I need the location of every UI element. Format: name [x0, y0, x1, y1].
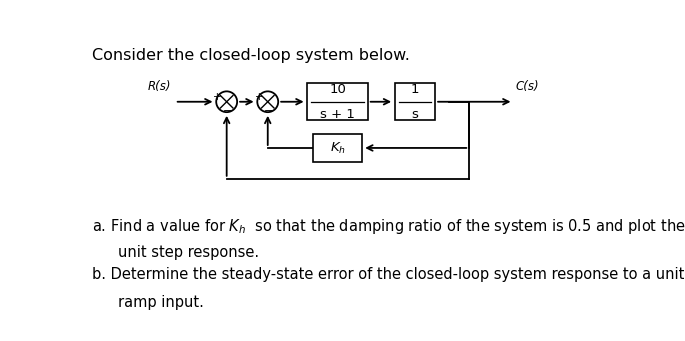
FancyBboxPatch shape — [308, 83, 368, 120]
Circle shape — [216, 91, 237, 112]
Text: s + 1: s + 1 — [320, 107, 355, 120]
Text: −: − — [264, 106, 273, 116]
Text: +: + — [214, 92, 222, 102]
Text: a. Find a value for $K_h$  so that the damping ratio of the system is $0.5$ and : a. Find a value for $K_h$ so that the da… — [92, 217, 685, 236]
Text: ramp input.: ramp input. — [119, 295, 204, 310]
Text: C(s): C(s) — [516, 79, 539, 92]
Text: $K_h$: $K_h$ — [329, 140, 345, 155]
Text: unit step response.: unit step response. — [119, 245, 260, 260]
Text: b. Determine the steady-state error of the closed-loop system response to a unit: b. Determine the steady-state error of t… — [92, 267, 684, 282]
FancyBboxPatch shape — [395, 83, 435, 120]
FancyBboxPatch shape — [314, 134, 362, 162]
Text: −: − — [223, 106, 232, 116]
Circle shape — [258, 91, 278, 112]
Text: R(s): R(s) — [148, 79, 172, 92]
Text: +: + — [255, 92, 263, 102]
Text: s: s — [412, 107, 419, 120]
Text: 10: 10 — [329, 83, 346, 96]
Text: Consider the closed-loop system below.: Consider the closed-loop system below. — [92, 48, 410, 63]
Text: 1: 1 — [411, 83, 419, 96]
